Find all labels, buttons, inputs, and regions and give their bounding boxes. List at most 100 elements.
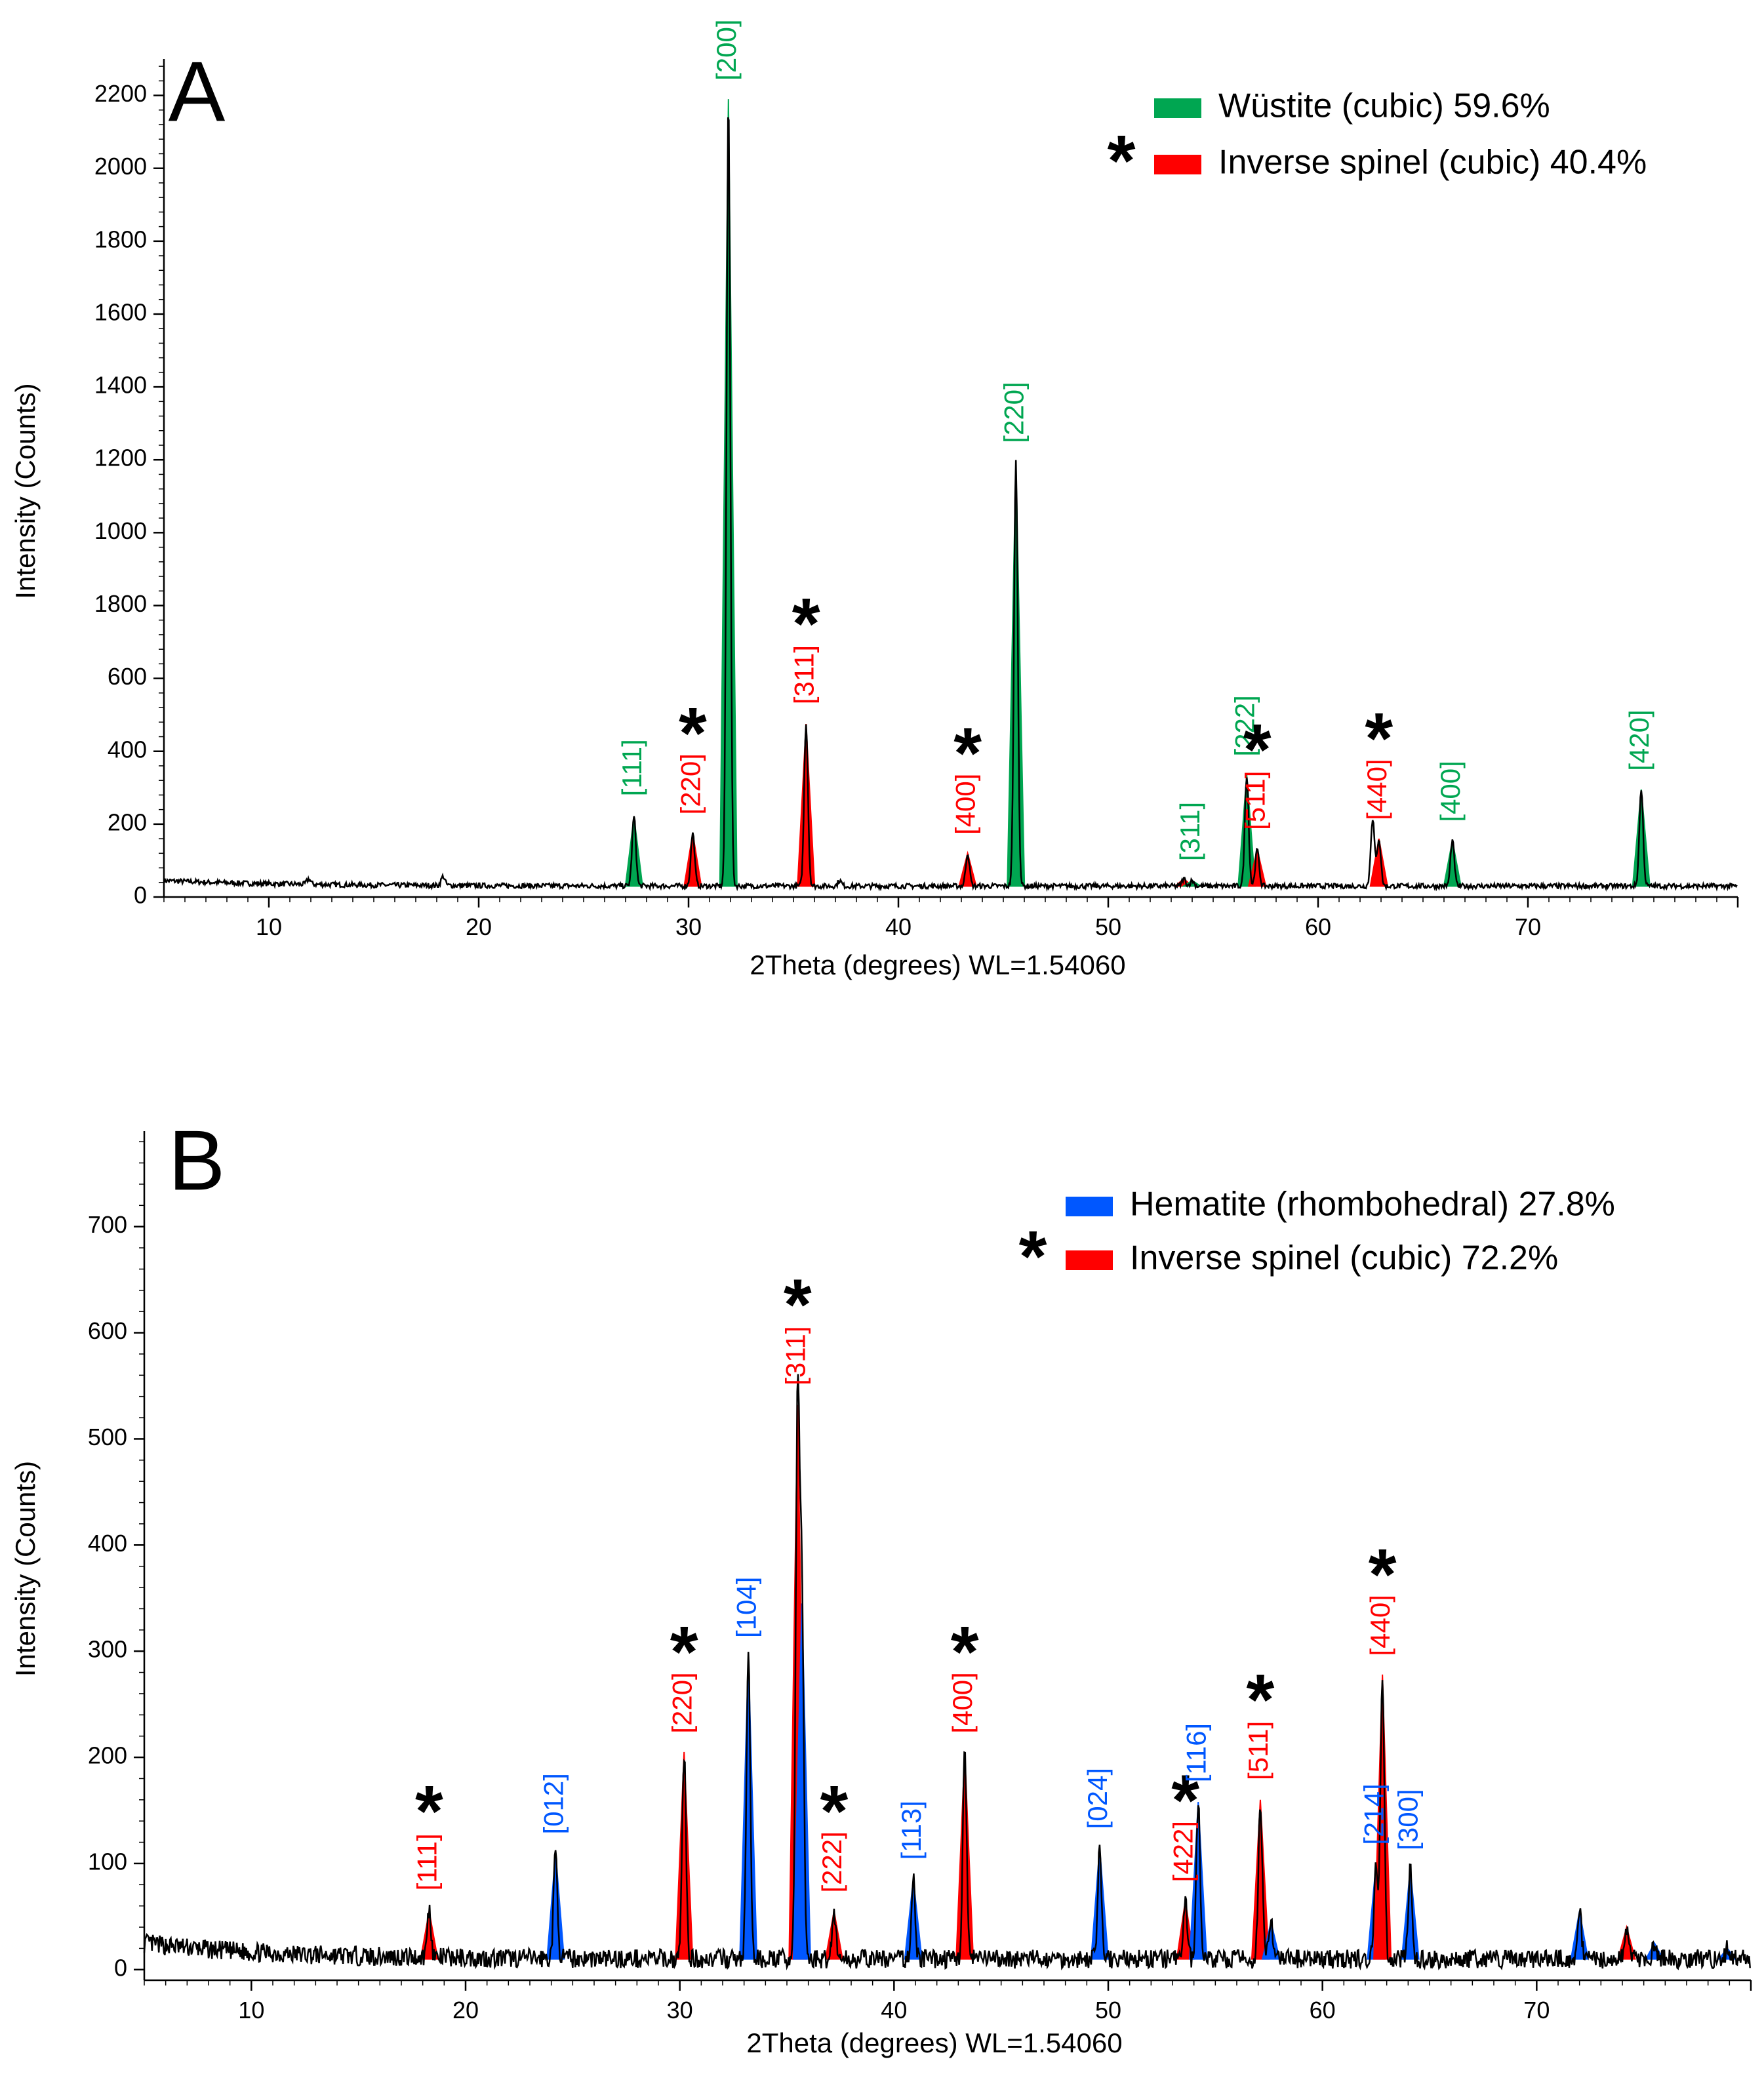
peak-mark (904, 1879, 923, 1960)
legend-entry: Wüstite (cubic) 59.6% (1154, 87, 1550, 125)
legend-label: Wüstite (cubic) 59.6% (1218, 87, 1550, 125)
y-tick-label: 400 (108, 736, 147, 763)
y-tick-label: 300 (88, 1636, 127, 1663)
y-tick-label: 1000 (94, 517, 147, 544)
y-tick-label: 1600 (94, 298, 147, 325)
legend-asterisk-marker: * (1019, 1216, 1047, 1297)
peak-hematite (546, 1852, 565, 1960)
peak-label-hematite: [104] (731, 1577, 761, 1638)
peak-mark (1007, 461, 1026, 887)
peak-spinel (797, 724, 816, 887)
peak-mark (1570, 1911, 1589, 1960)
y-tick-label: 100 (88, 1848, 127, 1875)
asterisk-marker: * (951, 1612, 979, 1692)
peak-wustite (1007, 461, 1026, 887)
x-tick-label: 40 (881, 1997, 907, 2024)
legend-label: Inverse spinel (cubic) 40.4% (1218, 144, 1647, 182)
peak-label-wustite: [111] (616, 739, 647, 796)
peak-mark (792, 1603, 811, 1960)
legend-swatch (1154, 155, 1201, 174)
y-axis-label: Intensity (Counts) (10, 1461, 41, 1677)
x-tick-label: 10 (238, 1997, 264, 2024)
peak-hematite (792, 1603, 811, 1960)
asterisk-marker: * (679, 693, 707, 774)
peak-label-wustite: [222] (1229, 695, 1260, 756)
y-tick-label: 1200 (94, 445, 147, 471)
x-tick-label: 20 (466, 913, 492, 940)
peak-hematite (1090, 1847, 1110, 1960)
peak-wustite (1632, 789, 1651, 887)
measured-pattern-line (163, 117, 1738, 892)
peak-spinel (675, 1751, 694, 1960)
peak-label-spinel: [511] (1243, 1721, 1273, 1780)
peak-label-wustite: [400] (1435, 761, 1466, 822)
peak-mark (955, 1751, 974, 1960)
peak-wustite (624, 816, 643, 887)
peak-label-spinel: [440] (1365, 1595, 1395, 1656)
peak-label-hematite: [214] (1358, 1784, 1389, 1845)
peak-spinel (1369, 838, 1388, 887)
legend-entry: Inverse spinel (cubic) 72.2% * (1019, 1216, 1559, 1297)
x-tick-label: 10 (256, 913, 282, 940)
x-axis-label: 2Theta (degrees) WL=1.54060 (750, 949, 1125, 980)
x-tick-label: 50 (1095, 913, 1121, 940)
x-tick-label: 20 (452, 1997, 479, 2024)
x-tick-label: 30 (667, 1997, 693, 2024)
peak-label-spinel: [511] (1239, 771, 1270, 830)
peak-label-spinel: [220] (666, 1672, 697, 1733)
y-tick-label: 0 (114, 1954, 127, 1981)
y-tick-label: 600 (108, 663, 147, 690)
legend-entry: Hematite (rhombohedral) 27.8% (1066, 1186, 1615, 1224)
peak-wustite (1237, 774, 1256, 887)
y-tick-label: 2000 (94, 153, 147, 180)
peak-mark (958, 850, 977, 887)
measured-pattern-line (143, 1374, 1751, 1971)
peak-label-spinel: [440] (1361, 759, 1392, 820)
peak-label-wustite: [220] (998, 382, 1029, 443)
peak-mark (1090, 1847, 1110, 1960)
peak-label-wustite: [311] (1174, 802, 1205, 861)
peak-label-spinel: [111] (412, 1833, 443, 1890)
peak-label-wustite: [200] (711, 19, 742, 80)
peak-mark (546, 1852, 565, 1960)
y-tick-label: 2200 (94, 80, 147, 107)
peak-label-hematite: [300] (1393, 1789, 1424, 1850)
y-tick-label: 1400 (94, 372, 147, 399)
peak-spinel (958, 850, 977, 887)
asterisk-marker: * (784, 1265, 812, 1346)
x-tick-label: 70 (1523, 1997, 1550, 2024)
x-tick-label: 50 (1095, 1997, 1121, 2024)
y-tick-label: 200 (108, 808, 147, 835)
asterisk-marker: * (820, 1771, 848, 1852)
peak-mark (739, 1656, 758, 1960)
peak-hematite (739, 1656, 758, 1960)
peak-hematite (1189, 1801, 1208, 1960)
peak-mark (1189, 1801, 1208, 1960)
peak-label-hematite: [113] (896, 1801, 927, 1860)
asterisk-marker: * (1247, 1660, 1275, 1740)
peak-label-spinel: [400] (947, 1672, 978, 1733)
asterisk-marker: * (415, 1771, 443, 1852)
x-tick-label: 60 (1305, 913, 1331, 940)
peak-label-wustite: [420] (1624, 709, 1654, 770)
asterisk-marker: * (1171, 1761, 1199, 1841)
peak-label-hematite: [024] (1082, 1768, 1113, 1829)
peak-label-spinel: [422] (1168, 1821, 1199, 1882)
peak-label-spinel: [400] (950, 774, 981, 835)
asterisk-marker: * (792, 584, 820, 664)
peak-spinel (683, 833, 702, 887)
asterisk-marker: * (1369, 1534, 1397, 1615)
asterisk-marker: * (953, 713, 982, 793)
asterisk-marker: * (1243, 709, 1272, 790)
y-axis-label: Intensity (Counts) (10, 383, 41, 599)
chart-panel-b: B10 20 30 40 50 60 7001002003004005006007002Th… (10, 1112, 1752, 2058)
peak-wustite (719, 99, 738, 887)
x-tick-label: 40 (885, 913, 912, 940)
peak-mark (1401, 1868, 1420, 1960)
peak-label-spinel: [311] (780, 1326, 811, 1385)
peak-hematite (1401, 1868, 1420, 1960)
peak-wustite (1443, 840, 1462, 887)
y-tick-label: 200 (88, 1742, 127, 1769)
peak-label-spinel: [222] (816, 1831, 847, 1892)
